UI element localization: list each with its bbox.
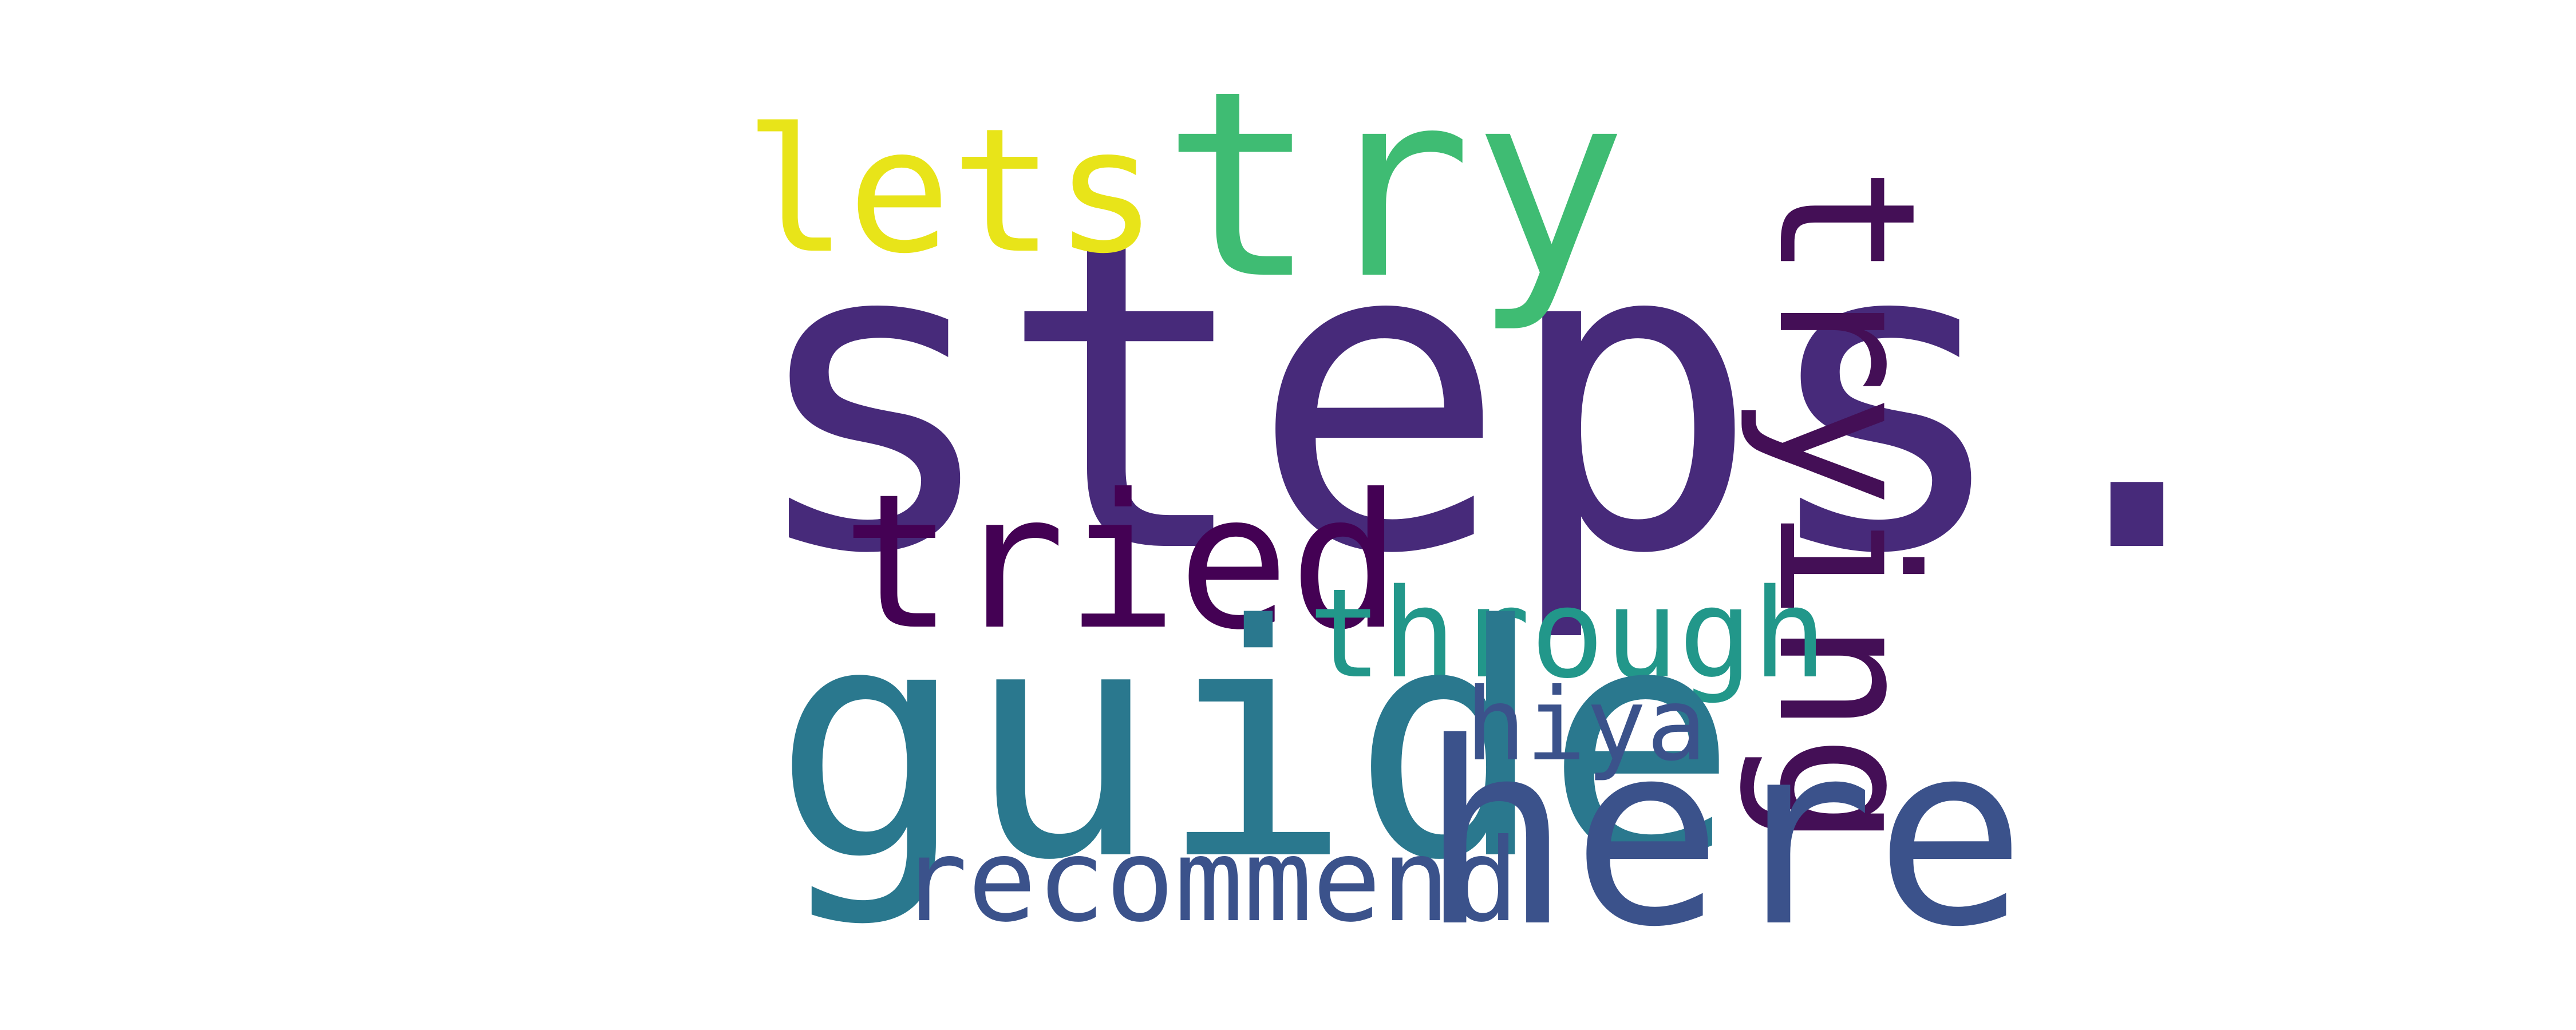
word-tried: tried xyxy=(841,454,1402,671)
word-try: try xyxy=(1162,36,1627,336)
word-through: through xyxy=(1308,562,1827,706)
word-guide: guide xyxy=(773,557,1738,930)
word-here: here xyxy=(1420,689,2026,982)
word-lets: lets xyxy=(744,92,1158,291)
word-hiya: hiya xyxy=(1465,667,1707,783)
word-steps: steps. xyxy=(744,148,2266,647)
word-recommend: recommend xyxy=(899,814,1519,948)
